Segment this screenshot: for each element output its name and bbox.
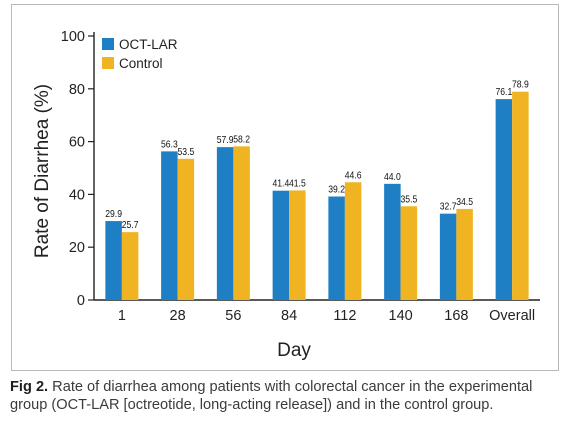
legend-swatch <box>102 57 114 69</box>
bar-oct-lar-1 <box>105 221 122 300</box>
bar-data-label: 44.0 <box>384 171 401 183</box>
bar-data-label: 56.3 <box>161 139 178 151</box>
bar-oct-lar-140 <box>384 183 401 300</box>
bar-data-label: 41.5 <box>289 178 306 190</box>
bar-oct-lar-overall <box>495 99 513 300</box>
chart-legend: OCT-LAR Control <box>102 37 178 71</box>
bar-data-label: 25.7 <box>122 219 139 231</box>
y-tick-label: 100 <box>61 29 85 45</box>
legend-swatch <box>102 38 114 50</box>
x-axis-title: Day <box>277 340 311 361</box>
y-tick-label: 20 <box>69 240 85 256</box>
caption-label: Fig 2. <box>10 379 49 395</box>
bar-data-label: 58.2 <box>233 134 250 146</box>
x-tick-label: 140 <box>389 308 413 324</box>
bar-control-56 <box>233 146 250 300</box>
x-tick-label: 112 <box>333 308 356 324</box>
y-axis-title: Rate of Diarrhea (%) <box>32 84 53 258</box>
bar-control-28 <box>177 158 195 300</box>
bar-data-label: 34.5 <box>456 196 473 208</box>
bar-control-84 <box>289 190 306 300</box>
x-tick-label: 1 <box>118 308 126 324</box>
caption-text: Rate of diarrhea among patients with col… <box>10 379 533 413</box>
figure-caption: Fig 2. Rate of diarrhea among patients w… <box>10 378 562 414</box>
bar-data-label: 57.9 <box>217 134 234 146</box>
x-tick-label: 56 <box>225 308 241 324</box>
bar-oct-lar-168 <box>439 213 457 300</box>
bar-data-label: 32.7 <box>440 201 457 213</box>
bar-data-label: 29.9 <box>105 208 122 220</box>
bar-data-label: 41.4 <box>272 178 289 190</box>
bar-chart: 0 20 40 60 80 100 1 28 56 84 112 140 168 Overall 29.9… <box>32 29 540 361</box>
x-tick-label: 168 <box>444 308 468 324</box>
bar-oct-lar-56 <box>216 147 234 300</box>
y-tick-label: 80 <box>69 82 85 98</box>
bar-control-168 <box>456 208 473 300</box>
bar-control-overall <box>512 91 529 300</box>
bar-data-label: 39.2 <box>328 184 345 196</box>
bar-data-label: 78.9 <box>512 79 529 91</box>
bar-data-label: 76.1 <box>495 86 512 98</box>
bar-control-1 <box>121 232 139 300</box>
legend-label: Control <box>119 56 163 71</box>
x-tick-label: Overall <box>489 308 535 324</box>
bar-data-label: 35.5 <box>400 194 417 206</box>
bar-oct-lar-84 <box>272 190 290 300</box>
y-tick-label: 0 <box>77 293 85 309</box>
x-tick-label: 28 <box>170 308 186 324</box>
bar-oct-lar-28 <box>161 151 178 300</box>
bar-control-112 <box>344 182 362 300</box>
y-tick-label: 40 <box>69 187 85 203</box>
bar-data-label: 44.6 <box>345 170 362 182</box>
x-tick-label: 84 <box>281 308 297 324</box>
chart-data-labels: 29.925.7 56.353.5 57.9 58.2 41.4 41.5 39.244.6… <box>105 79 529 231</box>
chart-bars <box>105 91 529 300</box>
bar-oct-lar-112 <box>328 196 345 300</box>
y-tick-label: 60 <box>69 135 85 151</box>
legend-label: OCT-LAR <box>119 37 178 52</box>
bar-data-label: 53.5 <box>177 146 194 158</box>
bar-control-140 <box>400 206 418 300</box>
